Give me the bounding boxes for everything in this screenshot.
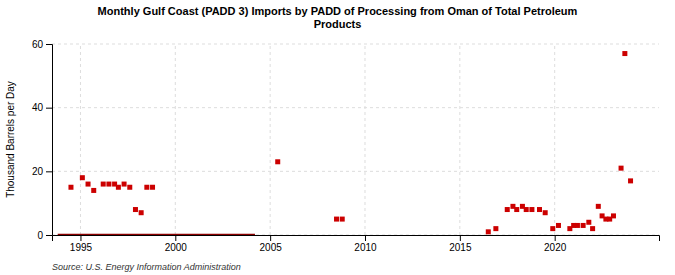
tick: 20 [32,166,52,177]
y-axis: 0 20 40 60 [32,39,53,241]
y-axis-line [46,45,53,236]
point [116,185,121,190]
line [58,234,255,235]
tick-label: 60 [32,39,44,50]
tick-label: 2010 [354,242,377,253]
point [556,223,561,228]
point [543,210,548,215]
chart: 1995 2000 2005 2010 2015 2020 0 20 40 60 Monthly G… [0,0,675,275]
point [133,207,138,212]
tick: 2005 [260,235,283,253]
y-grid-line [52,107,659,108]
tick-mark [46,235,52,236]
tick: 40 [32,102,52,113]
grid [52,44,659,235]
x-grid-line [270,44,271,235]
point [622,51,627,56]
point [86,182,91,187]
point [581,223,586,228]
point [275,159,280,164]
x-grid-line [80,44,81,235]
point [101,182,106,187]
point [127,185,132,190]
point [628,178,633,183]
point [611,213,616,218]
tick: 2010 [354,235,377,253]
point [514,207,519,212]
tick-mark [175,235,176,241]
tick-mark [460,235,461,241]
point [68,185,73,190]
x-grid-line [175,44,176,235]
point [550,226,555,231]
tick-mark [365,235,366,241]
tick-label: 2015 [449,242,472,253]
point [619,166,624,171]
point [122,182,127,187]
tick: 60 [32,39,52,50]
tick: 2000 [165,235,188,253]
tick: 0 [37,230,52,241]
tick-mark [46,44,52,45]
point [575,223,580,228]
point [144,185,149,190]
tick: 1995 [70,235,93,253]
tick-label: 2000 [165,242,188,253]
y-grid-line [52,44,659,45]
x-grid-line [459,44,460,235]
tick-mark [46,108,52,109]
point [334,217,339,222]
tick-label: 2020 [544,242,567,253]
x-axis-line [53,236,660,242]
title: Monthly Gulf Coast (PADD 3) Imports by P… [98,5,578,30]
point [486,229,491,234]
point [340,217,345,222]
tick: 2020 [544,235,567,253]
point [80,175,85,180]
plot-area [58,51,633,235]
y-axis-title: Thousand Barrels per Day [5,81,16,198]
tick-mark [270,235,271,241]
x-grid-line [364,44,365,235]
tick: 2015 [449,235,472,253]
point [537,207,542,212]
point [524,207,529,212]
tick-label: 0 [37,230,43,241]
point [150,185,155,190]
tick-label: 1995 [70,242,93,253]
y-grid-line [52,171,659,172]
x-grid-line [554,44,555,235]
point [493,226,498,231]
tick-mark [80,235,81,241]
tick-label: 40 [32,102,44,113]
point [106,182,111,187]
point [590,226,595,231]
source: Source: U.S. Energy Information Administ… [52,262,241,272]
point [586,220,591,225]
point [505,207,510,212]
tick-mark [46,171,52,172]
tick-label: 2005 [260,242,283,253]
tick-label: 20 [32,166,44,177]
point [91,188,96,193]
point [596,204,601,209]
x-axis: 1995 2000 2005 2010 2015 2020 [53,235,660,253]
point [139,210,144,215]
point [529,207,534,212]
tick-mark [555,235,556,241]
